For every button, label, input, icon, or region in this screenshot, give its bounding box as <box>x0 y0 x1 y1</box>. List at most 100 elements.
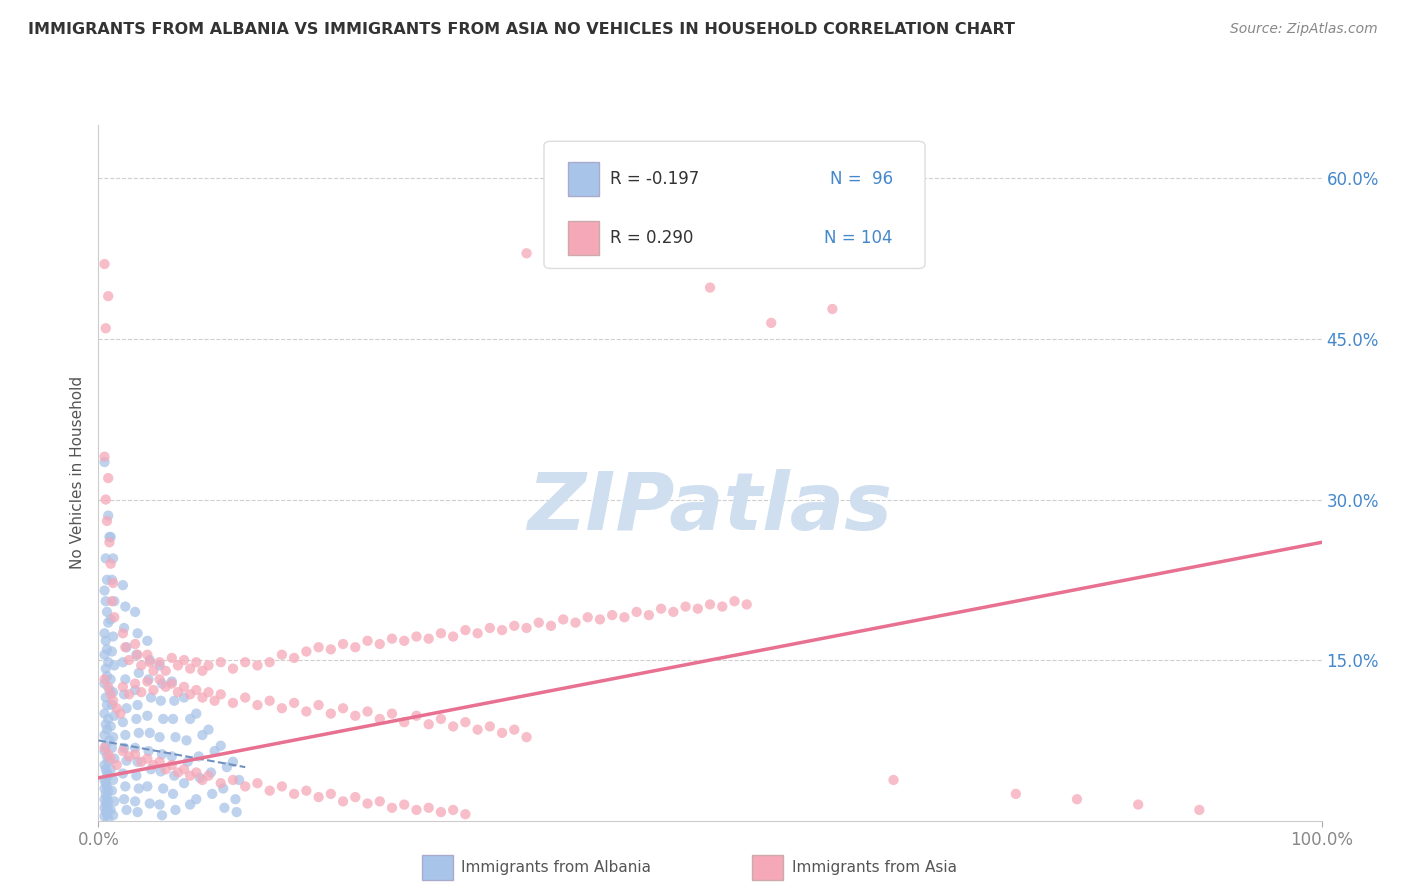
Point <box>96 642 118 657</box>
Point <box>209 655 232 669</box>
Text: Source: ZipAtlas.com: Source: ZipAtlas.com <box>1230 22 1378 37</box>
Point <box>392 633 416 648</box>
Point <box>186 655 208 669</box>
Point <box>93 626 115 640</box>
Text: IMMIGRANTS FROM ALBANIA VS IMMIGRANTS FROM ASIA NO VEHICLES IN HOUSEHOLD CORRELA: IMMIGRANTS FROM ALBANIA VS IMMIGRANTS FR… <box>28 22 1015 37</box>
Point <box>127 755 149 769</box>
Point <box>93 744 115 758</box>
Point <box>101 594 124 608</box>
Point <box>96 749 118 764</box>
Point <box>100 530 122 544</box>
Point <box>149 764 172 779</box>
Point <box>418 717 440 731</box>
Point <box>332 701 354 715</box>
Point <box>111 680 134 694</box>
Point <box>94 762 117 776</box>
Point <box>114 599 136 614</box>
Point <box>96 807 118 822</box>
Point <box>197 658 219 673</box>
Point <box>115 640 138 655</box>
Point <box>94 797 117 811</box>
Point <box>295 705 318 719</box>
Point <box>93 728 115 742</box>
Point <box>100 803 122 817</box>
Point <box>201 787 224 801</box>
Point <box>308 790 330 805</box>
Point <box>112 740 135 755</box>
Point <box>270 701 294 715</box>
Point <box>491 726 513 740</box>
Point <box>152 712 174 726</box>
Point <box>356 633 378 648</box>
Point <box>454 715 477 730</box>
Point <box>115 701 138 715</box>
Point <box>179 687 201 701</box>
Point <box>214 801 236 815</box>
Point <box>93 257 115 271</box>
Point <box>138 673 160 687</box>
Point <box>100 687 122 701</box>
Point <box>103 658 125 673</box>
Point <box>105 701 128 715</box>
Point <box>191 664 214 678</box>
Point <box>430 626 453 640</box>
Point <box>93 676 115 690</box>
Point <box>179 712 201 726</box>
Point <box>139 690 162 705</box>
Point <box>503 619 526 633</box>
Point <box>139 762 162 776</box>
Point <box>165 803 187 817</box>
Point <box>173 680 195 694</box>
Point <box>94 717 117 731</box>
Point <box>96 573 118 587</box>
Point <box>319 787 342 801</box>
Point <box>381 801 404 815</box>
Point <box>553 612 575 626</box>
Point <box>225 805 247 819</box>
Point <box>222 696 245 710</box>
Point <box>101 698 124 712</box>
Point <box>100 762 122 776</box>
Text: R = -0.197: R = -0.197 <box>610 169 699 188</box>
Point <box>246 658 269 673</box>
Point <box>454 807 477 822</box>
Point <box>589 612 612 626</box>
Point <box>160 674 183 689</box>
Point <box>1066 792 1088 806</box>
Point <box>96 723 118 737</box>
Point <box>114 780 136 794</box>
Point <box>186 683 208 698</box>
Point <box>96 669 118 683</box>
Point <box>441 719 464 733</box>
Point <box>204 744 226 758</box>
Point <box>163 694 186 708</box>
Point <box>515 621 537 635</box>
Point <box>197 723 219 737</box>
Point <box>761 316 783 330</box>
Text: N =  96: N = 96 <box>830 169 893 188</box>
Point <box>93 648 115 662</box>
Point <box>124 794 146 808</box>
Point <box>118 653 141 667</box>
Point <box>191 772 214 787</box>
Point <box>167 765 190 780</box>
Point <box>149 797 172 812</box>
Point <box>94 321 117 335</box>
Text: ZIPatlas: ZIPatlas <box>527 468 893 547</box>
Point <box>125 648 148 662</box>
Point <box>125 769 148 783</box>
Point <box>139 726 162 740</box>
Point <box>128 781 150 796</box>
Point <box>167 658 190 673</box>
Point <box>94 776 117 790</box>
Point <box>97 747 120 762</box>
Point <box>118 749 141 764</box>
Point <box>97 508 120 523</box>
Point <box>711 599 734 614</box>
Point <box>94 633 117 648</box>
Point <box>97 289 120 303</box>
Point <box>173 776 195 790</box>
Point <box>127 626 149 640</box>
Point <box>308 640 330 655</box>
Point <box>93 706 115 721</box>
